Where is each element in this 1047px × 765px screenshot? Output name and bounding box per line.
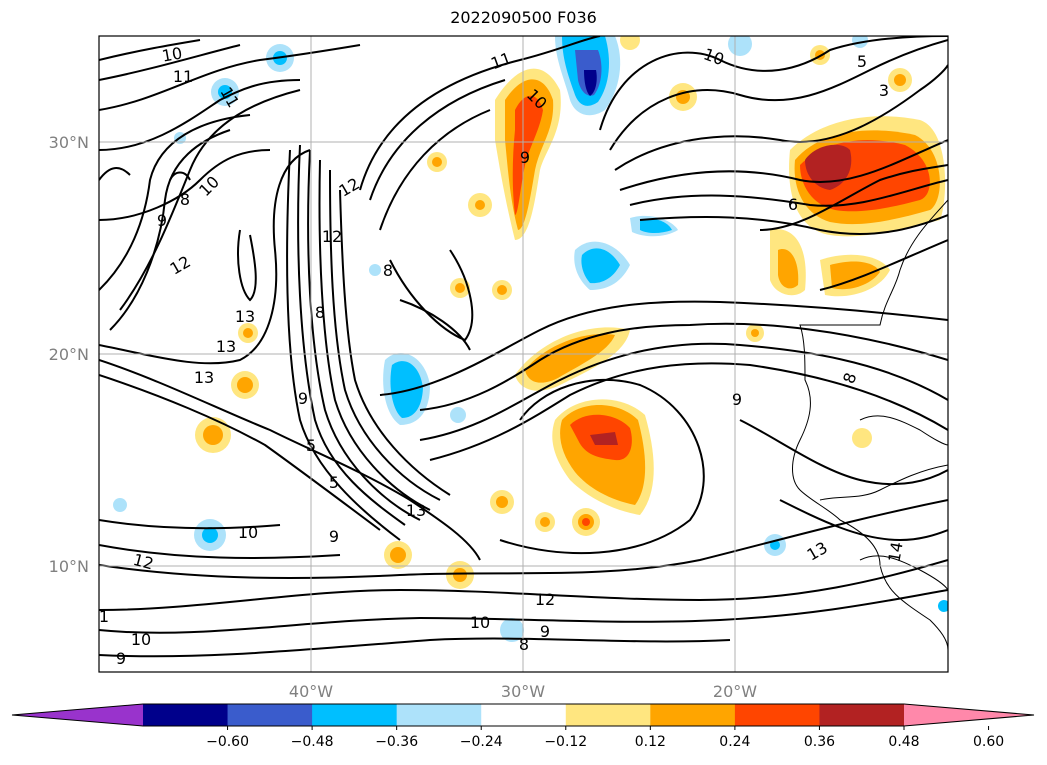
- contour-label: 9: [540, 622, 550, 641]
- contour-label: 8: [519, 635, 529, 654]
- lat-tick-label: 10°N: [49, 557, 89, 576]
- contour-label: 8: [315, 303, 325, 322]
- colorbar-tick-label: −0.12: [544, 734, 587, 750]
- contour-label: 13: [235, 307, 255, 326]
- gridlines: [99, 36, 948, 672]
- map-title: 2022090500 F036: [450, 8, 597, 27]
- lon-tick-label: 30°W: [501, 682, 545, 701]
- contour-label: 1: [99, 607, 109, 626]
- colorbar-segment: [565, 704, 651, 726]
- contour-label: 12: [131, 550, 156, 574]
- contour-label: 11: [488, 48, 514, 73]
- colorbar-tick-label: 0.60: [973, 734, 1004, 750]
- lat-axis: 30°N 20°N 10°N: [49, 133, 89, 576]
- lon-tick-label: 20°W: [713, 682, 757, 701]
- lon-axis: 40°W 30°W 20°W: [289, 682, 757, 701]
- contour-label: 11: [173, 67, 193, 86]
- lat-tick-label: 30°N: [49, 133, 89, 152]
- colorbar-tick-label: −0.24: [460, 734, 503, 750]
- contour-label: 13: [216, 337, 236, 356]
- plot-frame: [98, 35, 949, 673]
- contour-label: 12: [167, 252, 194, 279]
- contour-label: 5: [306, 436, 316, 455]
- coastlines: [792, 199, 948, 651]
- colorbar-tick-label: 0.48: [888, 734, 919, 750]
- contour-label: 9: [520, 148, 530, 167]
- colorbar-segment: [734, 704, 820, 726]
- colorbar-tick-label: 0.12: [635, 734, 666, 750]
- colorbar-tick-label: 0.24: [719, 734, 750, 750]
- colorbar-segment: [312, 704, 398, 726]
- contour-label: 9: [116, 649, 126, 668]
- colorbar-segment: [143, 704, 229, 726]
- contour-label: 13: [194, 368, 214, 387]
- colorbar: −0.60 −0.48 −0.36 −0.24 −0.12 0.12 0.24 0.36 0.4…: [11, 703, 1035, 750]
- contour-label: 9: [157, 211, 167, 230]
- contour-label: 5: [329, 473, 339, 492]
- contour-label: 8: [180, 190, 190, 209]
- lon-tick-label: 40°W: [289, 682, 333, 701]
- contour-label: 9: [298, 389, 308, 408]
- contour-label: 12: [322, 227, 342, 246]
- colorbar-segment: [481, 704, 567, 726]
- contour-label: 10: [470, 613, 490, 632]
- positive-anomaly-fills: [195, 36, 946, 589]
- contour-label: 12: [535, 590, 555, 609]
- colorbar-segment: [396, 704, 482, 726]
- contour-label: 8: [383, 261, 393, 280]
- contour-label: 10: [195, 172, 223, 200]
- contour-label: 13: [804, 538, 831, 565]
- colorbar-segment: [227, 704, 313, 726]
- contour-label: 10: [701, 44, 727, 69]
- lat-tick-label: 20°N: [49, 345, 89, 364]
- contour-label: 5: [857, 52, 867, 71]
- negative-anomaly-fills: [113, 36, 948, 642]
- colorbar-tick-label: 0.36: [804, 734, 835, 750]
- colorbar-extend-high: [904, 704, 1034, 726]
- contour-label: 14: [884, 540, 906, 563]
- contour-label: 3: [879, 81, 889, 100]
- contour-lines: [99, 36, 948, 658]
- contour-label: 10: [238, 523, 258, 542]
- colorbar-segment: [650, 704, 736, 726]
- contour-label: 9: [329, 527, 339, 546]
- colorbar-segment: [819, 704, 905, 726]
- colorbar-outline: [11, 703, 1035, 727]
- contour-label: 6: [788, 195, 798, 214]
- contour-label: 10: [131, 630, 151, 649]
- contour-label: 9: [732, 390, 742, 409]
- colorbar-tick-label: −0.60: [206, 734, 249, 750]
- colorbar-tick-label: −0.36: [375, 734, 418, 750]
- colorbar-extend-low: [12, 704, 143, 726]
- contour-label: 13: [406, 501, 426, 520]
- colorbar-tick-label: −0.48: [291, 734, 334, 750]
- contour-label: 10: [160, 43, 183, 65]
